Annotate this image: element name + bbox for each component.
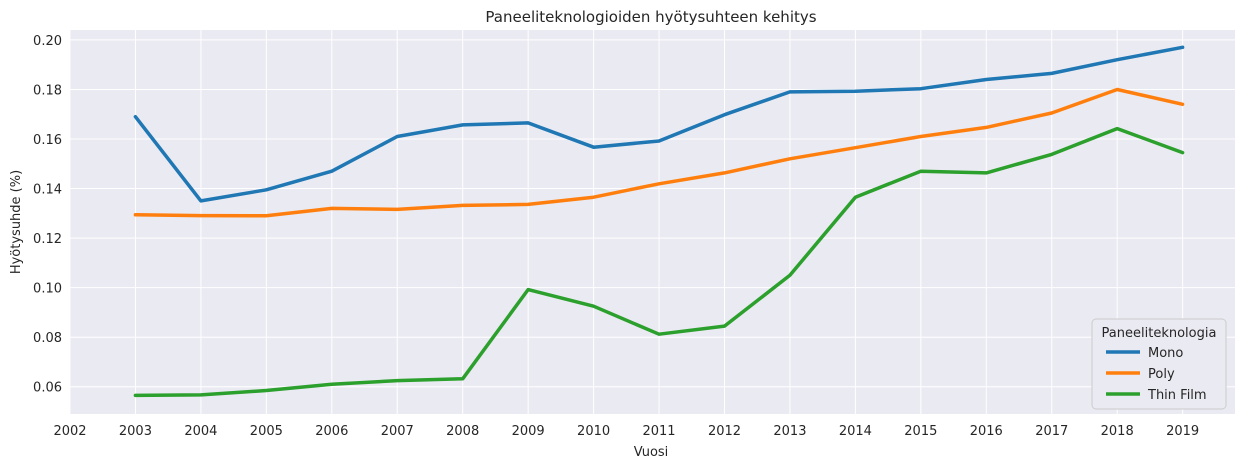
series-line-mono <box>133 45 1185 203</box>
y-tick-label: 0.08 <box>33 331 62 346</box>
y-tick-label: 0.14 <box>33 183 62 198</box>
x-tick-label: 2014 <box>839 424 872 439</box>
x-tick-label: 2005 <box>250 424 283 439</box>
gridlines <box>69 30 1235 414</box>
x-tick-label: 2007 <box>381 424 414 439</box>
legend-items: Mono Poly Thin Film <box>1106 346 1207 403</box>
plot-area <box>70 30 1235 414</box>
y-tick-labels: 0.06 0.08 0.10 0.12 0.14 0.16 0.18 0.20 <box>33 34 62 396</box>
legend: Paneeliteknologia Mono Poly Thin Film <box>1091 318 1227 410</box>
y-tick-label: 0.10 <box>33 282 62 297</box>
y-tick-label: 0.18 <box>33 83 62 98</box>
chart-title: Paneeliteknologioiden hyötysuhteen kehit… <box>485 8 816 26</box>
legend-title: Paneeliteknologia <box>1102 326 1217 341</box>
x-tick-label: 2008 <box>446 424 479 439</box>
x-tick-label: 2017 <box>1035 424 1068 439</box>
x-axis-title: Vuosi <box>634 445 669 460</box>
x-tick-label: 2002 <box>53 424 86 439</box>
x-tick-label: 2013 <box>773 424 806 439</box>
x-tick-label: 2018 <box>1101 424 1134 439</box>
x-tick-label: 2009 <box>512 424 545 439</box>
y-tick-label: 0.12 <box>33 232 62 247</box>
legend-label: Mono <box>1148 346 1183 361</box>
y-tick-label: 0.16 <box>33 133 62 148</box>
legend-label: Poly <box>1148 367 1175 382</box>
series-line-poly <box>133 87 1185 218</box>
series-line-thin-film <box>133 126 1185 398</box>
x-tick-label: 2006 <box>315 424 348 439</box>
series-lines <box>133 45 1185 398</box>
x-tick-label: 2010 <box>577 424 610 439</box>
x-tick-label: 2016 <box>970 424 1003 439</box>
x-tick-label: 2011 <box>642 424 675 439</box>
x-tick-label: 2004 <box>184 424 217 439</box>
x-tick-label: 2003 <box>119 424 152 439</box>
x-tick-label: 2012 <box>708 424 741 439</box>
legend-box <box>1091 318 1227 410</box>
y-axis-title: Hyötysuhde (%) <box>9 170 24 274</box>
x-tick-labels: 2002 2003 2004 2005 2006 2007 2008 2009 2010 2011… <box>53 424 1199 439</box>
y-tick-label: 0.06 <box>33 381 62 396</box>
legend-label: Thin Film <box>1147 388 1207 403</box>
y-tick-label: 0.20 <box>33 34 62 49</box>
x-tick-label: 2015 <box>904 424 937 439</box>
x-tick-label: 2019 <box>1166 424 1199 439</box>
